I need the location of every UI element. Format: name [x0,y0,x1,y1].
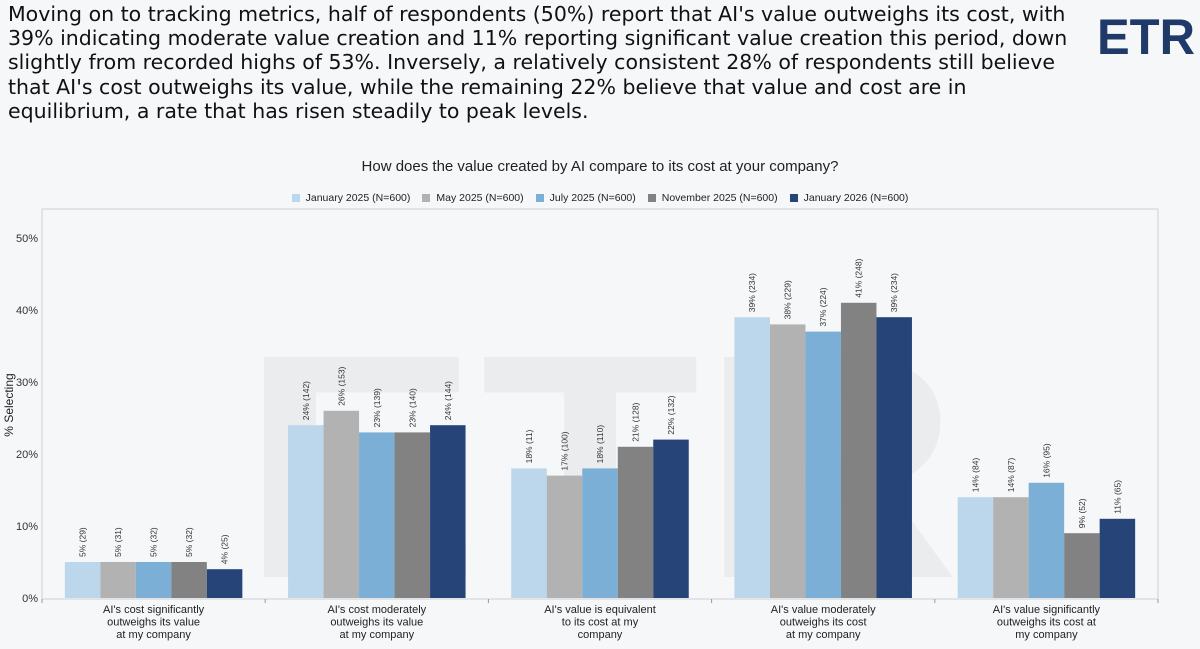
bar [617,446,654,598]
y-tick-label: 40% [16,305,38,317]
bar [359,432,395,598]
data-label: 17% (100) [560,431,570,470]
data-label: 5% (32) [149,527,159,557]
data-label: 5% (31) [113,527,123,557]
x-tick-label: company [578,629,623,641]
data-label: 11% (65) [1112,480,1122,514]
x-tick-label: outweighs its cost [780,617,867,629]
plot-frame [41,208,1159,600]
bar [840,302,877,598]
data-label: 18% (11) [524,429,534,463]
legend-item: January 2026 (N=600) [789,192,909,204]
bar [323,410,360,598]
bar [1099,518,1136,598]
data-label: 14% (87) [1006,458,1016,493]
bar [394,432,431,598]
chart-title: How does the value created by AI compare… [361,158,839,175]
bar [288,425,324,598]
y-tick-label: 50% [16,233,38,245]
x-tick-label: AI's value is equivalent [544,604,656,616]
legend-swatch [291,194,300,202]
bar [546,475,583,598]
data-label: 39% (234) [889,273,899,312]
bar [734,317,770,598]
bar [135,562,172,598]
bar [1064,533,1100,598]
legend-swatch [535,194,544,202]
data-label: 24% (144) [443,381,453,420]
legend-swatch [647,194,656,202]
legend-item: July 2025 (N=600) [535,192,636,204]
bar [769,324,806,598]
data-label: 14% (84) [970,458,980,493]
data-label: 41% (248) [854,258,864,297]
legend-swatch [789,194,798,202]
headline-text: Moving on to tracking metrics, half of r… [8,2,1068,123]
x-tick-label: outweighs its cost at [997,617,1096,629]
bar [1028,482,1065,598]
bar [100,562,136,598]
x-tick-label: outweighs its value [330,617,423,629]
bar [876,317,912,598]
bar [511,468,547,598]
bar [957,497,994,598]
x-tick-label: AI's value significantly [993,604,1101,616]
x-tick-label: at my company [786,629,861,641]
data-label: 23% (139) [372,388,382,427]
legend-label: November 2025 (N=600) [661,192,778,204]
data-label: 38% (229) [783,280,793,319]
x-tick-label: to its cost at my [562,617,639,629]
x-tick-label: AI's value moderately [771,604,876,616]
data-label: 9% (52) [1077,498,1087,528]
x-tick-label: my company [1015,629,1078,641]
legend-label: January 2026 (N=600) [803,192,909,204]
data-label: 5% (32) [184,527,194,557]
legend-label: July 2025 (N=600) [549,192,636,204]
x-tick-label: at my company [340,629,415,641]
y-tick-label: 10% [16,521,38,533]
legend-swatch [422,194,431,202]
data-label: 24% (142) [301,381,311,420]
y-tick-label: 20% [16,449,38,461]
x-tick-label: outweighs its value [107,617,200,629]
legend-item: January 2025 (N=600) [291,192,411,204]
data-label: 23% (140) [407,388,417,427]
data-label: 21% (128) [631,402,641,441]
data-label: 37% (224) [818,287,828,326]
legend-item: November 2025 (N=600) [647,192,778,204]
y-axis-label: % Selecting [2,373,16,436]
bar [430,425,466,598]
etr-logo: ETR [1097,14,1195,58]
x-tick-label: AI's cost significantly [103,604,205,616]
y-tick-label: 0% [22,593,38,605]
data-label: 18% (110) [595,425,605,464]
legend-item: May 2025 (N=600) [422,192,524,204]
legend-label: January 2025 (N=600) [305,192,411,204]
data-label: 5% (29) [78,527,88,557]
bar [206,569,243,598]
chart-legend: January 2025 (N=600) May 2025 (N=600) July… [0,192,1200,204]
data-label: 4% (25) [220,534,230,564]
bar [993,497,1029,598]
data-label: 26% (153) [336,366,346,405]
data-label: 22% (132) [666,395,676,434]
legend-label: May 2025 (N=600) [436,192,524,204]
logo-text: ETR [1097,14,1195,58]
bar [171,562,207,598]
bar [805,331,841,598]
data-label: 16% (95) [1041,443,1051,478]
y-tick-label: 30% [16,377,38,389]
x-tick-label: at my company [116,629,191,641]
x-tick-label: AI's cost moderately [327,604,426,616]
bar [582,468,618,598]
bar [64,562,101,598]
data-label: 39% (234) [747,273,757,312]
bar [653,439,689,598]
